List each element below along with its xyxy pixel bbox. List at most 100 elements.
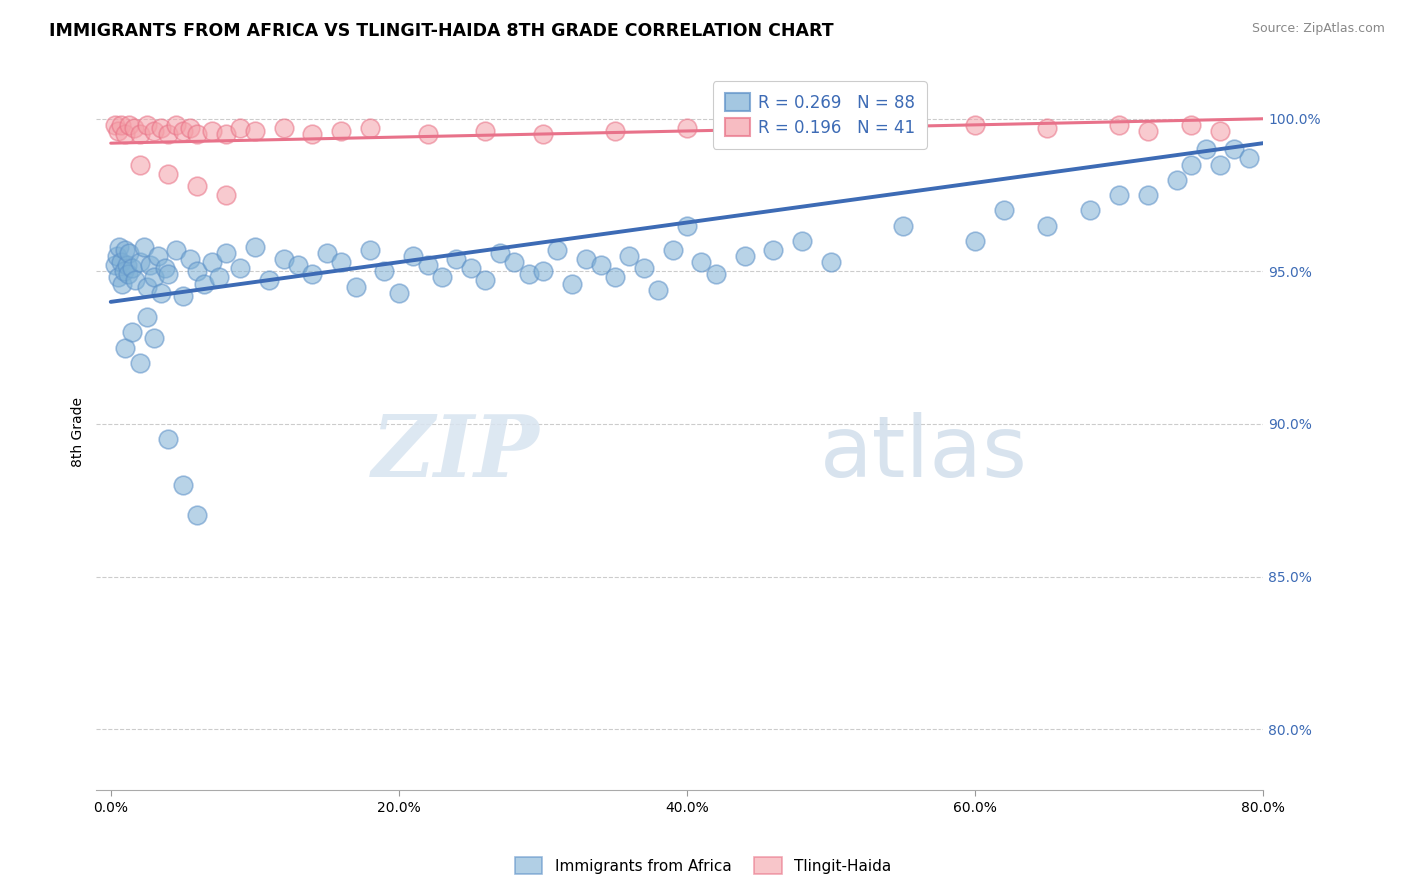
- Point: [150, 285, 173, 300]
- Point: [115, 258, 138, 272]
- Point: [1036, 120, 1059, 135]
- Point: [111, 277, 134, 291]
- Point: [1209, 157, 1232, 171]
- Point: [273, 252, 295, 267]
- Point: [575, 252, 598, 267]
- Point: [165, 118, 187, 132]
- Point: [965, 118, 987, 132]
- Point: [1194, 142, 1216, 156]
- Point: [107, 124, 129, 138]
- Point: [734, 249, 756, 263]
- Point: [108, 240, 131, 254]
- Point: [546, 243, 568, 257]
- Point: [633, 261, 655, 276]
- Point: [200, 255, 222, 269]
- Point: [229, 120, 252, 135]
- Point: [315, 246, 337, 260]
- Point: [208, 270, 231, 285]
- Point: [1136, 188, 1159, 202]
- Point: [561, 277, 583, 291]
- Point: [186, 508, 208, 523]
- Point: [110, 118, 132, 132]
- Point: [661, 243, 683, 257]
- Point: [531, 264, 554, 278]
- Point: [1209, 124, 1232, 138]
- Point: [748, 118, 770, 132]
- Point: [446, 252, 468, 267]
- Point: [460, 261, 482, 276]
- Point: [172, 289, 194, 303]
- Point: [114, 127, 136, 141]
- Point: [143, 270, 166, 285]
- Point: [110, 255, 132, 269]
- Point: [603, 124, 626, 138]
- Point: [257, 273, 280, 287]
- Point: [474, 124, 496, 138]
- Text: Source: ZipAtlas.com: Source: ZipAtlas.com: [1251, 22, 1385, 36]
- Point: [373, 264, 395, 278]
- Point: [1180, 157, 1202, 171]
- Point: [200, 124, 222, 138]
- Point: [704, 268, 727, 282]
- Point: [135, 279, 157, 293]
- Point: [474, 273, 496, 287]
- Point: [891, 120, 914, 135]
- Point: [388, 285, 411, 300]
- Point: [128, 255, 150, 269]
- Point: [172, 478, 194, 492]
- Point: [132, 240, 155, 254]
- Point: [124, 273, 146, 287]
- Point: [128, 157, 150, 171]
- Point: [215, 246, 238, 260]
- Legend: Immigrants from Africa, Tlingit-Haida: Immigrants from Africa, Tlingit-Haida: [509, 851, 897, 880]
- Point: [186, 264, 208, 278]
- Legend: R = 0.269   N = 88, R = 0.196   N = 41: R = 0.269 N = 88, R = 0.196 N = 41: [713, 81, 927, 149]
- Text: IMMIGRANTS FROM AFRICA VS TLINGIT-HAIDA 8TH GRADE CORRELATION CHART: IMMIGRANTS FROM AFRICA VS TLINGIT-HAIDA …: [49, 22, 834, 40]
- Point: [157, 268, 180, 282]
- Point: [1108, 188, 1130, 202]
- Point: [121, 326, 143, 340]
- Point: [193, 277, 215, 291]
- Point: [301, 127, 323, 141]
- Point: [1078, 203, 1101, 218]
- Point: [143, 331, 166, 345]
- Text: ZIP: ZIP: [371, 411, 540, 495]
- Point: [186, 178, 208, 193]
- Point: [165, 243, 187, 257]
- Point: [157, 432, 180, 446]
- Point: [1108, 118, 1130, 132]
- Point: [243, 124, 266, 138]
- Point: [416, 127, 439, 141]
- Point: [589, 258, 612, 272]
- Point: [138, 258, 160, 272]
- Point: [1237, 152, 1260, 166]
- Point: [792, 234, 814, 248]
- Point: [820, 124, 842, 138]
- Point: [135, 118, 157, 132]
- Point: [112, 264, 135, 278]
- Point: [965, 234, 987, 248]
- Point: [114, 341, 136, 355]
- Point: [104, 118, 127, 132]
- Point: [330, 255, 353, 269]
- Point: [179, 120, 201, 135]
- Point: [359, 243, 381, 257]
- Point: [157, 167, 180, 181]
- Point: [179, 252, 201, 267]
- Point: [186, 127, 208, 141]
- Point: [229, 261, 252, 276]
- Point: [891, 219, 914, 233]
- Point: [104, 258, 127, 272]
- Point: [416, 258, 439, 272]
- Y-axis label: 8th Grade: 8th Grade: [72, 397, 86, 467]
- Point: [1223, 142, 1246, 156]
- Point: [517, 268, 540, 282]
- Point: [155, 261, 177, 276]
- Point: [128, 356, 150, 370]
- Point: [531, 127, 554, 141]
- Point: [114, 243, 136, 257]
- Point: [128, 127, 150, 141]
- Point: [172, 124, 194, 138]
- Text: atlas: atlas: [820, 411, 1028, 494]
- Point: [619, 249, 641, 263]
